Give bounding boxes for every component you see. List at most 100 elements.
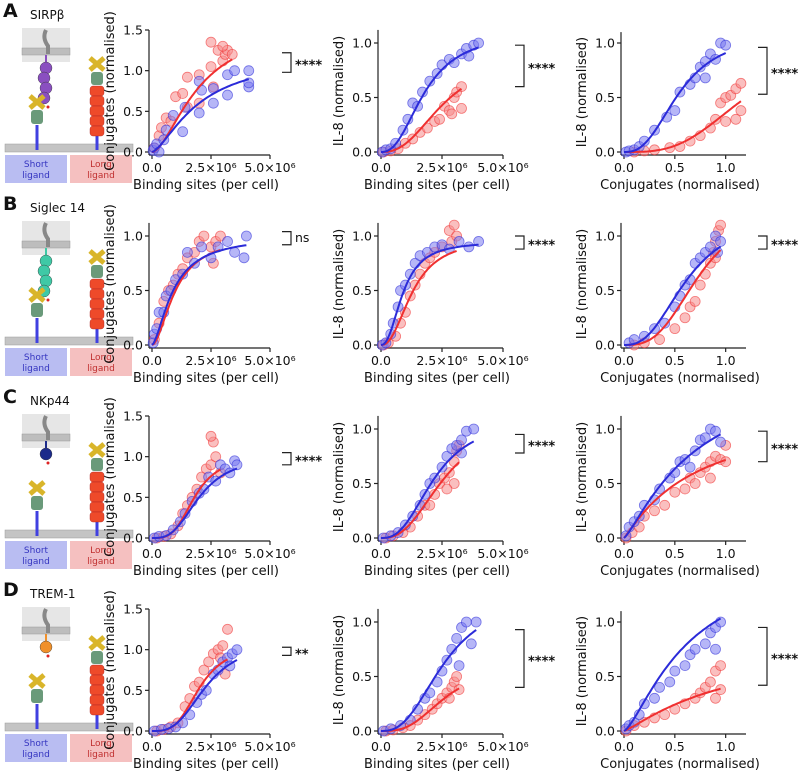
short-ligand-label: Short — [24, 546, 49, 556]
plot-9: 0.0 0.5 1.0 0.0 0.5 1.0 Conjugates (normalised… — [575, 415, 798, 579]
short-ligand-point — [715, 236, 726, 247]
short-ligand-point — [240, 230, 252, 242]
receptor-name: NKp44 — [30, 394, 70, 408]
long-ligand-label: ligand — [87, 364, 115, 374]
short-ligand-point — [699, 638, 711, 650]
y-tick-label: 0.0 — [352, 531, 372, 546]
receptor-tip — [46, 461, 50, 465]
short-ligand-point — [649, 692, 660, 704]
short-ligand-point — [193, 75, 205, 87]
short-ligand-point — [196, 84, 207, 96]
long-ligand-point — [205, 36, 217, 48]
significance-label: **** — [771, 67, 798, 82]
long-ligand-point — [694, 279, 706, 291]
short-ligand-box — [5, 348, 67, 376]
x-tick-label: 0.0 — [142, 546, 162, 561]
significance-label: **** — [295, 455, 322, 470]
y-tick-label: 0.0 — [595, 531, 615, 546]
significance-bracket — [515, 433, 525, 454]
x-tick-label: 5.0×10⁶ — [477, 353, 528, 368]
y-axis-label: Conjugates (normalised) — [103, 397, 118, 557]
long-ligand-head — [88, 249, 106, 265]
long-ligand-fit — [623, 687, 721, 732]
short-ligand-point — [196, 241, 207, 253]
long-ligand-point — [720, 116, 732, 127]
long-ligand-point — [659, 499, 671, 511]
long-ligand-point — [669, 486, 681, 498]
long-ligand-label: ligand — [87, 750, 115, 760]
short-ligand-point — [177, 126, 189, 138]
short-ligand-point — [468, 423, 480, 435]
x-axis-label: Binding sites (per cell) — [364, 757, 510, 772]
long-ligand-point — [448, 478, 460, 489]
plot-11: 0.0 0.5 1.0 0.0 2.5×10⁶ 5.0×10⁶ Binding sites … — [332, 608, 555, 772]
short-ligand-fit — [152, 659, 238, 732]
y-tick-label: 1.0 — [123, 642, 143, 657]
long-ligand-domain — [91, 651, 103, 664]
long-ligand-point — [730, 113, 742, 125]
significance-label: ** — [295, 647, 309, 662]
significance-bracket — [758, 626, 768, 686]
lower-membrane — [4, 143, 134, 153]
y-tick-label: 0.5 — [595, 283, 615, 298]
x-tick-label: 0.0 — [614, 353, 634, 368]
significance-bracket — [282, 452, 292, 466]
y-tick-label: 1.0 — [352, 422, 372, 437]
short-ligand-point — [456, 434, 467, 446]
y-tick-label: 0.0 — [123, 531, 143, 546]
long-ligand-point — [689, 295, 701, 307]
long-ligand-point — [198, 664, 210, 676]
x-axis-label: Binding sites (per cell) — [133, 564, 279, 579]
y-axis-label: IL-8 (normalised) — [575, 37, 590, 147]
lower-membrane — [4, 529, 134, 539]
y-tick-label: 0.0 — [352, 145, 372, 160]
significance-label: **** — [528, 440, 555, 455]
long-ligand-point — [649, 505, 660, 517]
significance-bracket — [282, 646, 292, 656]
long-ligand-box — [70, 541, 132, 569]
significance-bracket — [758, 430, 768, 463]
x-axis-label: Conjugates (normalised) — [600, 371, 760, 386]
long-ligand-head — [88, 442, 106, 458]
long-ligand-domain — [89, 288, 105, 300]
long-ligand-point — [715, 660, 726, 671]
short-ligand-head — [28, 673, 46, 689]
y-tick-label: 1.0 — [352, 615, 372, 630]
short-ligand-point — [679, 660, 691, 671]
x-tick-label: 0.0 — [371, 546, 391, 561]
long-ligand-domain — [89, 664, 105, 676]
x-tick-label: 0.0 — [142, 160, 162, 175]
short-ligand-point — [720, 39, 732, 51]
long-ligand-point — [669, 323, 681, 335]
long-ligand-domain — [89, 318, 105, 330]
long-ligand-point — [679, 483, 691, 495]
lower-membrane — [4, 336, 134, 346]
y-axis-label: Conjugates (normalised) — [103, 590, 118, 750]
receptor-name: Siglec 14 — [30, 201, 85, 215]
long-ligand-point — [222, 623, 233, 635]
short-ligand-point — [705, 241, 716, 253]
short-ligand-point — [181, 246, 193, 258]
y-tick-label: 1.0 — [123, 229, 143, 244]
y-tick-label: 1.5 — [123, 409, 143, 424]
short-ligand-point — [470, 616, 482, 628]
receptor-stalk — [42, 29, 50, 54]
receptor-domain — [39, 447, 53, 461]
short-ligand-point — [207, 97, 219, 109]
x-tick-label: 2.5×10⁶ — [416, 739, 467, 754]
short-ligand-point — [451, 632, 463, 644]
short-ligand-point — [465, 638, 477, 650]
y-tick-label: 0.5 — [352, 283, 372, 298]
long-ligand-point — [735, 105, 747, 116]
short-ligand-label: Short — [24, 739, 49, 749]
y-tick-label: 0.5 — [595, 476, 615, 491]
y-tick-label: 0.5 — [123, 104, 143, 119]
short-ligand-point — [654, 682, 665, 693]
significance-bracket — [515, 629, 525, 688]
short-ligand-fit — [624, 52, 727, 153]
long-ligand-domain — [89, 674, 105, 686]
y-tick-label: 1.0 — [595, 36, 615, 51]
x-tick-label: 0.5 — [665, 546, 685, 561]
